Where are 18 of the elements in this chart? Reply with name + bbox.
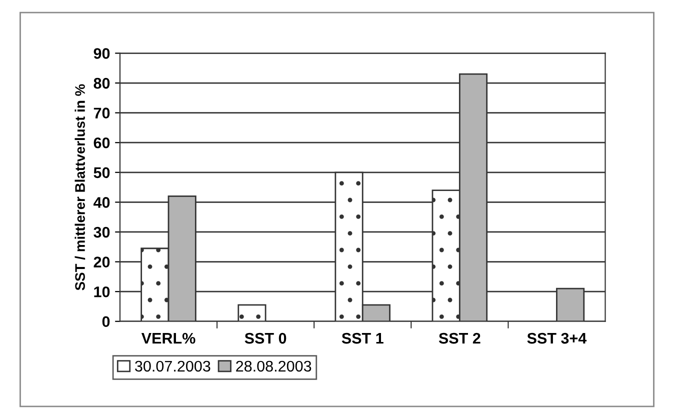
x-tick-label: SST 3+4: [527, 332, 587, 344]
legend-label: 28.08.2003: [236, 360, 312, 372]
y-tick-label: 70: [94, 108, 110, 118]
y-tick-label: 50: [94, 167, 110, 178]
y-tick-label: 20: [94, 256, 110, 268]
x-tick-label: VERL%: [141, 332, 196, 344]
y-tick-label: 90: [94, 48, 110, 59]
y-tick-label: 0: [102, 316, 110, 328]
y-tick-label: 40: [93, 197, 110, 208]
x-tick-label: SST 1: [342, 332, 384, 344]
x-tick-label: SST 2: [438, 332, 480, 344]
y-tick-label: 30: [94, 226, 110, 238]
y-axis-title: SST / mittlerer Blattverlust in %: [74, 84, 86, 290]
y-tick-label: 10: [94, 286, 110, 298]
legend-label: 30.07.2003: [135, 360, 210, 372]
y-tick-label: 80: [94, 78, 110, 89]
x-tick-label: SST 0: [244, 332, 286, 344]
y-tick-label: 60: [94, 137, 110, 148]
